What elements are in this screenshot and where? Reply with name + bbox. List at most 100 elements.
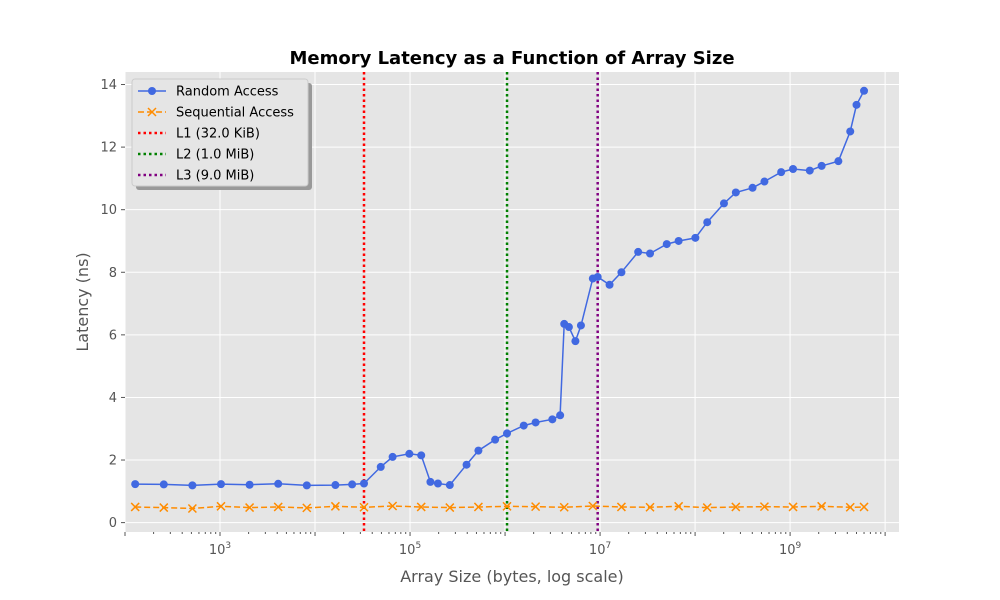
data-point bbox=[748, 183, 757, 192]
data-point bbox=[376, 462, 385, 471]
data-point bbox=[388, 452, 397, 461]
data-point bbox=[759, 502, 769, 512]
data-point bbox=[388, 501, 398, 511]
data-point bbox=[834, 157, 843, 166]
data-point bbox=[491, 435, 500, 444]
y-axis-ticks: 0 2 4 6 8 10 12 14 bbox=[100, 78, 125, 531]
data-point bbox=[789, 165, 798, 174]
data-point bbox=[703, 218, 712, 227]
data-point bbox=[274, 479, 283, 488]
data-point bbox=[645, 502, 655, 512]
series-random-access bbox=[131, 86, 869, 490]
data-point bbox=[559, 502, 569, 512]
data-point bbox=[531, 418, 540, 427]
data-point bbox=[805, 166, 814, 175]
data-point bbox=[331, 481, 340, 490]
data-point bbox=[445, 503, 455, 513]
legend-entry: L3 (9.0 MiB) bbox=[138, 169, 254, 184]
data-point bbox=[588, 501, 598, 511]
data-point bbox=[445, 481, 454, 490]
data-point bbox=[702, 503, 712, 513]
data-point bbox=[731, 502, 741, 512]
data-point bbox=[426, 477, 435, 486]
y-tick-label: 2 bbox=[109, 454, 117, 469]
data-point bbox=[405, 449, 414, 458]
data-point bbox=[674, 236, 683, 245]
data-point bbox=[416, 502, 426, 512]
data-point bbox=[302, 481, 311, 490]
data-point bbox=[674, 501, 684, 511]
data-point bbox=[302, 503, 312, 513]
x-axis-ticks: 103 105 107 109 bbox=[124, 532, 886, 558]
data-point bbox=[846, 127, 855, 136]
legend-entry: Random Access bbox=[138, 85, 279, 100]
x-tick-label: 103 bbox=[209, 541, 231, 558]
data-point bbox=[617, 268, 626, 277]
data-point bbox=[777, 168, 786, 177]
legend-marker bbox=[148, 87, 156, 95]
data-point bbox=[159, 480, 168, 489]
grid-lines bbox=[124, 72, 899, 532]
data-point bbox=[359, 502, 369, 512]
y-tick-label: 10 bbox=[100, 203, 117, 218]
legend-entry: Sequential Access bbox=[138, 106, 294, 121]
legend-marker bbox=[147, 107, 157, 117]
data-point bbox=[605, 280, 614, 289]
data-point bbox=[548, 415, 557, 424]
chart-title: Memory Latency as a Function of Array Si… bbox=[289, 48, 734, 69]
data-point bbox=[159, 503, 169, 513]
data-point bbox=[852, 100, 861, 109]
data-point bbox=[519, 421, 528, 430]
data-point bbox=[634, 247, 643, 256]
y-tick-label: 12 bbox=[100, 141, 117, 156]
legend-label: Sequential Access bbox=[176, 106, 294, 121]
data-point bbox=[462, 460, 471, 469]
data-point bbox=[348, 480, 357, 489]
data-point bbox=[130, 502, 140, 512]
data-point bbox=[245, 503, 255, 513]
y-axis-label: Latency (ns) bbox=[73, 252, 92, 351]
data-point bbox=[845, 502, 855, 512]
data-point bbox=[273, 502, 283, 512]
data-point bbox=[788, 502, 798, 512]
data-point bbox=[245, 480, 254, 489]
x-tick-label: 105 bbox=[399, 541, 421, 558]
data-point bbox=[731, 188, 740, 197]
data-point bbox=[556, 411, 565, 420]
data-point bbox=[760, 177, 769, 186]
data-point bbox=[646, 249, 655, 258]
x-axis-label: Array Size (bytes, log scale) bbox=[400, 567, 624, 586]
data-point bbox=[502, 501, 512, 511]
data-point bbox=[473, 502, 483, 512]
data-point bbox=[662, 240, 671, 249]
y-tick-label: 0 bbox=[109, 516, 117, 531]
data-point bbox=[691, 233, 700, 242]
data-point bbox=[417, 451, 426, 460]
data-point bbox=[593, 272, 602, 281]
legend: Random Access Sequential Access L1 (32.0 K… bbox=[131, 78, 312, 190]
y-tick-label: 4 bbox=[109, 391, 117, 406]
data-point bbox=[817, 161, 826, 170]
data-point bbox=[474, 446, 483, 455]
legend-label: L3 (9.0 MiB) bbox=[176, 169, 254, 184]
legend-box bbox=[131, 78, 309, 187]
data-point bbox=[571, 337, 580, 346]
data-point bbox=[187, 504, 197, 514]
legend-label: Random Access bbox=[176, 85, 279, 100]
data-series bbox=[130, 86, 869, 514]
y-tick-label: 8 bbox=[109, 266, 117, 281]
legend-entry: L1 (32.0 KiB) bbox=[138, 127, 260, 142]
data-point bbox=[360, 479, 369, 488]
data-point bbox=[330, 501, 340, 511]
legend-label: L1 (32.0 KiB) bbox=[176, 127, 260, 142]
data-point bbox=[576, 321, 585, 330]
data-point bbox=[719, 199, 728, 208]
data-point bbox=[564, 323, 573, 332]
x-tick-label: 107 bbox=[589, 541, 611, 558]
data-point bbox=[860, 86, 869, 95]
data-point bbox=[216, 480, 225, 489]
data-point bbox=[859, 502, 869, 512]
x-tick-label: 109 bbox=[779, 541, 802, 558]
data-point bbox=[817, 501, 827, 511]
